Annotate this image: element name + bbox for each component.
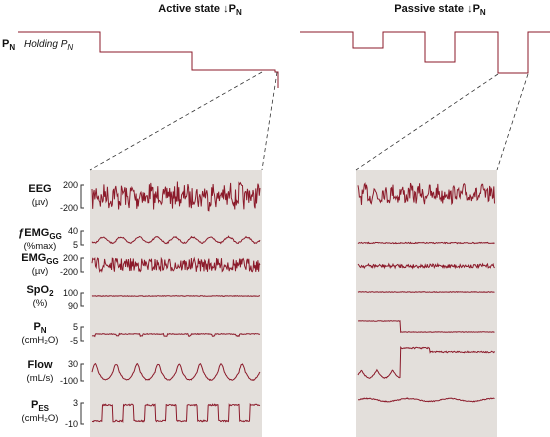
scale-label: -10 <box>65 419 78 429</box>
trace <box>91 181 261 212</box>
channel-main: Flow <box>27 359 52 371</box>
zoom-lines <box>89 71 529 171</box>
scale-bar <box>80 292 84 307</box>
scale-bar <box>80 257 84 273</box>
channel-name: EMGGG <box>21 252 59 266</box>
channel-sub: GG <box>46 257 58 266</box>
channel-name: Flow <box>27 359 52 371</box>
channel-name: ƒEMGGG <box>18 227 62 241</box>
passive-panel <box>356 170 497 437</box>
scale-bar <box>80 326 84 342</box>
scale-label: 5 <box>73 322 78 332</box>
channel-unit: (%max) <box>24 241 57 252</box>
trace <box>357 182 495 206</box>
scale-bar <box>80 230 84 246</box>
trace <box>358 397 495 403</box>
trace <box>91 403 261 424</box>
active-title: Active state ↓PN <box>158 3 242 17</box>
scale-label: 200 <box>63 253 78 263</box>
trace <box>357 262 495 270</box>
trace <box>357 320 495 333</box>
trace <box>91 332 261 338</box>
scale-label: 200 <box>63 180 78 190</box>
scale-label: -100 <box>60 376 78 386</box>
scale-label: 3 <box>73 398 78 408</box>
channel-main: P <box>31 399 38 411</box>
trace <box>91 362 261 381</box>
scale-label: 30 <box>68 359 78 369</box>
channel-sub: 2 <box>49 289 54 298</box>
active-panel <box>90 170 262 437</box>
trace <box>91 256 261 273</box>
scale-label: -5 <box>70 336 78 346</box>
trace <box>91 235 261 245</box>
scale-label: -200 <box>60 203 78 213</box>
pn-label: PN <box>2 38 15 52</box>
channel-unit: (mL/s) <box>27 373 54 384</box>
scale-label: 40 <box>68 226 78 236</box>
channel-main: EEG <box>28 183 51 195</box>
trace <box>357 241 495 245</box>
passive-steps <box>300 31 550 74</box>
channel-main: SpO <box>26 284 49 296</box>
channel-unit: (µv) <box>32 197 49 208</box>
scale-bar <box>80 184 84 209</box>
scale-label: 100 <box>63 288 78 298</box>
channel-name: EEG <box>28 183 51 195</box>
trace <box>357 291 495 293</box>
trace <box>91 295 260 297</box>
channel-name: SpO2 <box>26 284 54 298</box>
scale-label: -200 <box>60 267 78 277</box>
scale-bar <box>80 402 84 425</box>
channel-name: PN <box>33 321 46 335</box>
channel-sub: N <box>41 326 47 335</box>
channel-unit: (cmH₂O) <box>22 335 59 346</box>
holding-label: Holding PN <box>24 39 73 52</box>
trace <box>357 346 495 379</box>
channel-main: EMG <box>21 252 46 264</box>
channel-sub: GG <box>49 232 61 241</box>
channel-main: ƒEMG <box>18 227 49 239</box>
passive-title: Passive state ↓PN <box>394 3 486 17</box>
scale-label: 5 <box>73 240 78 250</box>
channel-unit: (cmH₂O) <box>22 413 59 424</box>
channel-main: P <box>33 321 40 333</box>
channel-sub: ES <box>38 404 49 413</box>
scale-label: 90 <box>68 301 78 311</box>
channel-unit: (%) <box>33 298 48 309</box>
channel-unit: (µv) <box>32 266 49 277</box>
scale-bar <box>80 363 84 382</box>
channel-name: PES <box>31 399 50 413</box>
